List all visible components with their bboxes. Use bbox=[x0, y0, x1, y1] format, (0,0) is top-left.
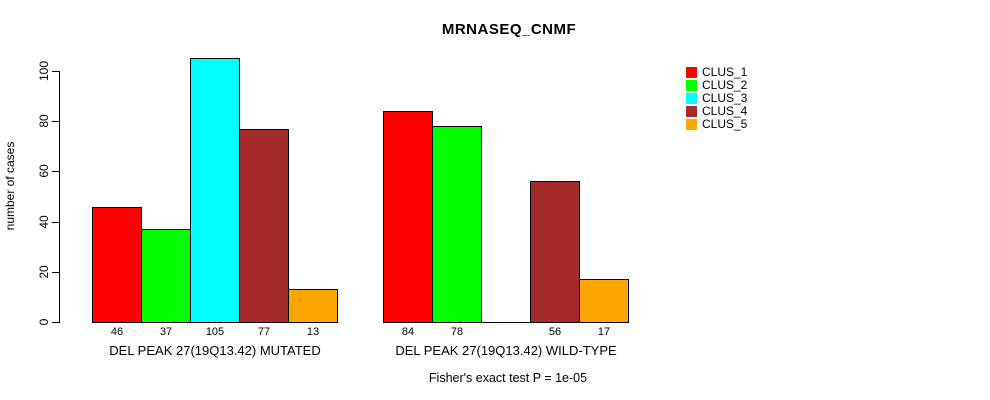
legend-swatch-CLUS_5 bbox=[686, 118, 697, 130]
bar-value-label: 17 bbox=[597, 326, 611, 338]
y-axis-tick bbox=[52, 272, 60, 273]
bar-value-label: 37 bbox=[159, 326, 173, 338]
bar-CLUS_5 bbox=[288, 289, 338, 323]
legend-swatch-CLUS_1 bbox=[686, 66, 697, 78]
legend-item: CLUS_4 bbox=[686, 105, 747, 117]
bar-CLUS_1 bbox=[383, 111, 433, 323]
y-axis-tick-label: 20 bbox=[37, 265, 51, 279]
fisher-test-annotation: Fisher's exact test P = 1e-05 bbox=[428, 371, 588, 385]
bar-CLUS_2 bbox=[432, 126, 482, 323]
y-axis-line bbox=[59, 71, 60, 323]
y-axis-tick-label: 80 bbox=[37, 114, 51, 128]
legend-item: CLUS_3 bbox=[686, 92, 747, 104]
x-axis-group-label: DEL PEAK 27(19Q13.42) WILD-TYPE bbox=[395, 343, 617, 358]
legend-label-CLUS_4: CLUS_4 bbox=[702, 104, 748, 118]
bar-CLUS_2 bbox=[141, 229, 191, 323]
bar-CLUS_4 bbox=[530, 181, 580, 323]
bar-value-label: 84 bbox=[401, 326, 415, 338]
legend-item: CLUS_2 bbox=[686, 79, 747, 91]
bar-value-label: 13 bbox=[306, 326, 320, 338]
legend-swatch-CLUS_2 bbox=[686, 79, 697, 91]
y-axis-tick-label: 0 bbox=[37, 318, 51, 326]
bar-value-label: 105 bbox=[205, 326, 225, 338]
bar-CLUS_1 bbox=[92, 207, 142, 323]
bar-CLUS_5 bbox=[579, 279, 629, 323]
y-axis-tick-label: 60 bbox=[37, 164, 51, 178]
bar-value-label: 77 bbox=[257, 326, 271, 338]
y-axis-tick-label: 100 bbox=[37, 60, 51, 82]
chart-title: MRNASEQ_CNMF bbox=[441, 21, 577, 38]
legend-label-CLUS_3: CLUS_3 bbox=[702, 91, 748, 105]
y-axis-tick bbox=[52, 71, 60, 72]
bar-CLUS_3 bbox=[190, 58, 240, 323]
legend-label-CLUS_1: CLUS_1 bbox=[702, 65, 748, 79]
bar-value-label: 56 bbox=[548, 326, 562, 338]
legend-swatch-CLUS_3 bbox=[686, 92, 697, 104]
y-axis-tick bbox=[52, 171, 60, 172]
y-axis-tick bbox=[52, 322, 60, 323]
legend-item: CLUS_1 bbox=[686, 66, 747, 78]
group-baseline bbox=[383, 322, 629, 323]
legend-swatch-CLUS_4 bbox=[686, 105, 697, 117]
x-axis-group-label: DEL PEAK 27(19Q13.42) MUTATED bbox=[109, 343, 321, 358]
y-axis-tick-label: 40 bbox=[37, 215, 51, 229]
y-axis-tick bbox=[52, 121, 60, 122]
bar-value-label: 46 bbox=[110, 326, 124, 338]
bar-value-label: 78 bbox=[450, 326, 464, 338]
legend-label-CLUS_5: CLUS_5 bbox=[702, 117, 748, 131]
legend-label-CLUS_2: CLUS_2 bbox=[702, 78, 748, 92]
legend-item: CLUS_5 bbox=[686, 118, 747, 130]
bar-CLUS_4 bbox=[239, 129, 289, 323]
y-axis-tick bbox=[52, 222, 60, 223]
